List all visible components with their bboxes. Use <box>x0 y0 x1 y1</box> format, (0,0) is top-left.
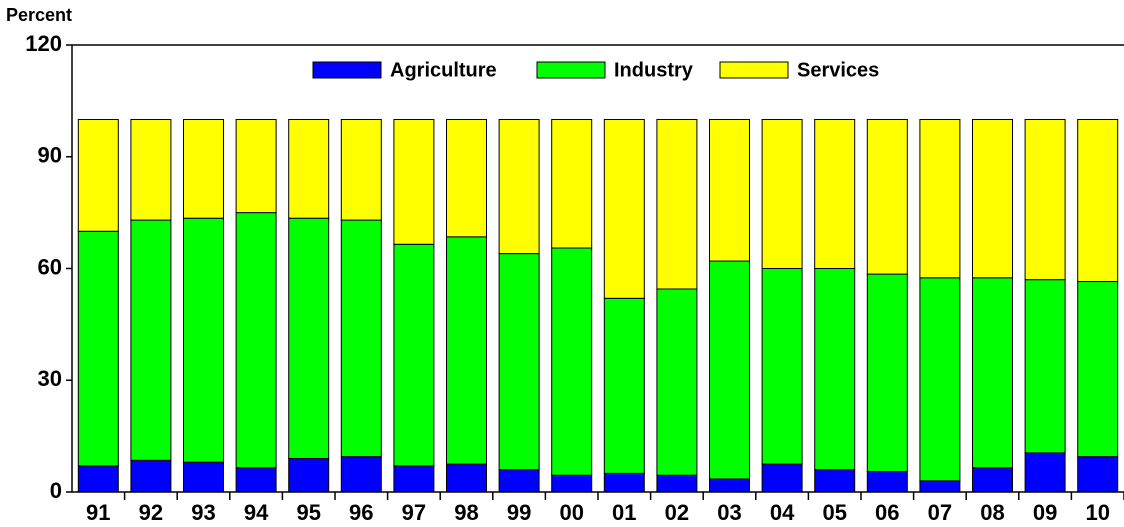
bar-segment <box>498 253 540 471</box>
bar-segment <box>288 119 330 219</box>
bar-segment <box>235 119 277 214</box>
bar-segment <box>340 456 382 493</box>
x-tick-label: 94 <box>244 500 269 525</box>
bar-segment <box>77 465 119 493</box>
legend-label: Services <box>797 59 879 81</box>
bar-segment <box>130 459 172 493</box>
bar-segment <box>814 268 856 471</box>
bar-segment <box>603 472 645 493</box>
bar-segment <box>551 247 593 476</box>
bar-segment <box>761 268 803 465</box>
bar-segment <box>1077 281 1119 458</box>
bar-segment <box>866 119 908 275</box>
bar-segment <box>393 119 435 245</box>
x-tick-label: 97 <box>402 500 426 525</box>
bar-segment <box>446 236 487 465</box>
bar-segment <box>761 463 803 493</box>
bar-segment <box>1024 119 1066 281</box>
bar-segment <box>77 119 119 232</box>
bar-segment <box>340 219 382 458</box>
bar-segment <box>866 471 908 493</box>
x-tick-label: 07 <box>928 500 952 525</box>
x-tick-label: 02 <box>665 500 689 525</box>
bar-segment <box>814 119 856 269</box>
bar-segment <box>288 457 330 493</box>
bar-segment <box>446 463 487 493</box>
bar-segment <box>709 119 750 262</box>
bar-segment <box>551 474 593 493</box>
y-tick-label: 90 <box>38 143 62 168</box>
bar-segment <box>340 119 382 221</box>
y-tick-label: 120 <box>25 31 62 56</box>
x-tick-label: 95 <box>296 500 320 525</box>
legend-swatch <box>312 61 382 79</box>
bar-segment <box>709 478 750 493</box>
bar-segment <box>866 273 908 473</box>
bar-segment <box>551 119 593 249</box>
bar-segment <box>1024 279 1066 454</box>
bar-segment <box>972 467 1013 493</box>
bar-segment <box>761 119 803 269</box>
bar-segment <box>183 119 224 219</box>
bar-segment <box>235 467 277 493</box>
bar-segment <box>603 297 645 474</box>
x-tick-label: 08 <box>980 500 1004 525</box>
x-tick-label: 96 <box>349 500 373 525</box>
bar-segment <box>183 461 224 493</box>
bar-segment <box>446 119 487 238</box>
bar-segment <box>1077 456 1119 493</box>
bar-segment <box>656 474 698 493</box>
bar-segment <box>1024 452 1066 493</box>
x-tick-label: 05 <box>822 500 846 525</box>
bar-segment <box>183 217 224 463</box>
bar-segment <box>235 212 277 469</box>
x-tick-label: 92 <box>139 500 163 525</box>
x-tick-label: 99 <box>507 500 531 525</box>
bar-segment <box>130 219 172 461</box>
bar-segment <box>814 469 856 493</box>
bar-segment <box>498 469 540 493</box>
x-tick-label: 93 <box>191 500 215 525</box>
bar-segment <box>709 260 750 480</box>
x-tick-label: 01 <box>612 500 636 525</box>
x-tick-label: 00 <box>559 500 583 525</box>
bar-segment <box>130 119 172 221</box>
bar-segment <box>972 119 1013 279</box>
bar-segment <box>919 277 961 482</box>
y-tick-label: 0 <box>50 478 62 503</box>
bar-segment <box>77 230 119 467</box>
x-tick-label: 03 <box>717 500 741 525</box>
bar-segment <box>656 288 698 476</box>
x-tick-label: 09 <box>1033 500 1057 525</box>
legend-swatch <box>719 61 789 79</box>
bar-segment <box>656 119 698 290</box>
legend-label: Industry <box>614 59 694 81</box>
bar-segment <box>972 277 1013 469</box>
bar-segment <box>393 465 435 493</box>
y-tick-label: 60 <box>38 254 62 279</box>
legend-label: Agriculture <box>390 59 497 81</box>
bar-segment <box>1077 119 1119 283</box>
x-tick-label: 06 <box>875 500 899 525</box>
x-tick-label: 10 <box>1085 500 1109 525</box>
bar-segment <box>288 217 330 459</box>
y-tick-label: 30 <box>38 366 62 391</box>
bar-segment <box>393 243 435 467</box>
bar-segment <box>498 119 540 255</box>
bar-segment <box>603 119 645 299</box>
bar-segment <box>919 119 961 279</box>
bar-segment <box>919 480 961 493</box>
x-tick-label: 04 <box>770 500 795 525</box>
x-tick-label: 98 <box>454 500 478 525</box>
x-tick-label: 91 <box>86 500 110 525</box>
legend-swatch <box>536 61 606 79</box>
y-axis-label: Percent <box>6 5 72 25</box>
